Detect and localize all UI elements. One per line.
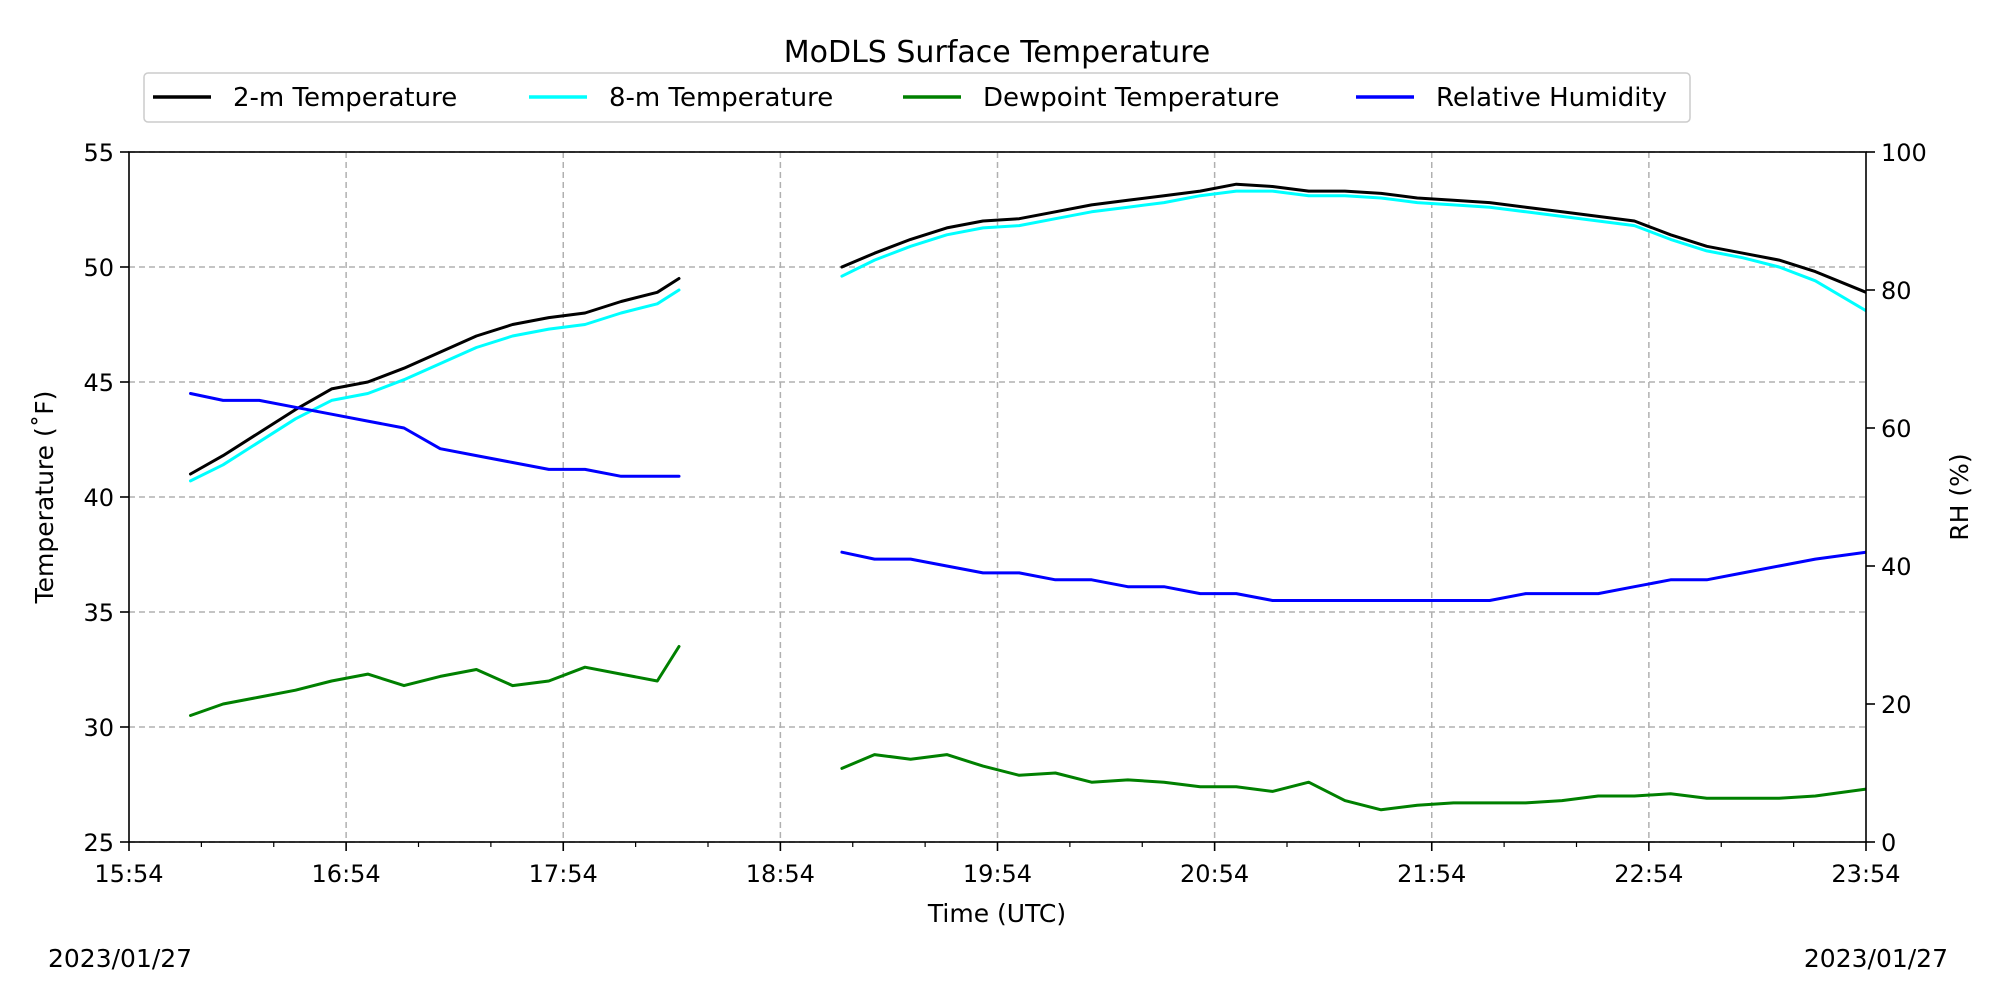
chart-title: MoDLS Surface Temperature: [784, 35, 1211, 70]
y-axis-label: Temperature (˚F): [30, 391, 59, 605]
legend-label: 8-m Temperature: [609, 83, 833, 113]
x-tick-label: 23:54: [1831, 860, 1900, 888]
y-tick-label: 50: [83, 254, 114, 282]
y2-tick-label: 40: [1881, 553, 1912, 581]
x-tick-label: 21:54: [1397, 860, 1466, 888]
y-tick-label: 30: [83, 714, 114, 742]
y2-tick-label: 0: [1881, 829, 1896, 857]
y-tick-label: 35: [83, 599, 114, 627]
y-tick-label: 40: [83, 484, 114, 512]
x-tick-label: 17:54: [529, 860, 598, 888]
series-line-relative-humidity: [189, 392, 1866, 602]
legend: 2-m Temperature 8-m Temperature Dewpoint T…: [143, 72, 1691, 123]
x-tick-label: 22:54: [1614, 860, 1683, 888]
y-tick-label: 45: [83, 369, 114, 397]
series-layer: [189, 182, 1866, 812]
series-line-dewpoint-temperature: [189, 645, 1866, 812]
x-tick-label: 16:54: [312, 860, 381, 888]
legend-label: Relative Humidity: [1436, 83, 1667, 113]
y-tick-label: 25: [83, 829, 114, 857]
series-line-2-m-temperature: [189, 182, 1866, 476]
x-axis-label: Time (UTC): [927, 899, 1066, 928]
x-tick-label: 19:54: [963, 860, 1032, 888]
y2-axis-label: RH (%): [1945, 453, 1974, 540]
y2-tick-label: 80: [1881, 277, 1912, 305]
axis-layer: 15:54 16:54 17:54 18:54 19:54 20:54 21:54 22:54…: [83, 139, 1926, 888]
legend-items: 2-m Temperature 8-m Temperature Dewpoint T…: [153, 83, 1667, 113]
x-tick-label: 15:54: [94, 860, 163, 888]
x-tick-label: 20:54: [1180, 860, 1249, 888]
series-line-8-m-temperature: [189, 189, 1866, 483]
y2-tick-label: 100: [1881, 139, 1927, 167]
legend-label: 2-m Temperature: [233, 83, 457, 113]
start-date-label: 2023/01/27: [48, 944, 192, 973]
x-tick-label: 18:54: [746, 860, 815, 888]
y-tick-label: 55: [83, 139, 114, 167]
grid-layer: [129, 151, 1866, 843]
y2-tick-label: 60: [1881, 415, 1912, 443]
y2-tick-label: 20: [1881, 691, 1912, 719]
end-date-label: 2023/01/27: [1804, 944, 1948, 973]
legend-label: Dewpoint Temperature: [983, 83, 1280, 113]
